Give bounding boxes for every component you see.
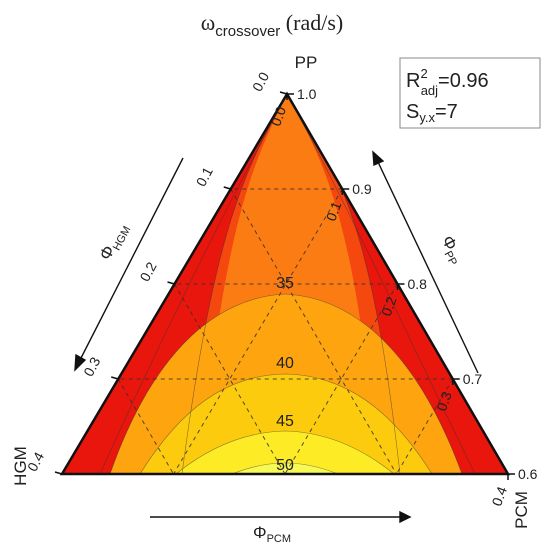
- left-tick-3: [111, 376, 119, 380]
- left-tick-2: [167, 281, 175, 285]
- right-axis-arrowhead: [372, 150, 385, 167]
- grid-lines: [117, 188, 454, 474]
- right-tick-label-4: 0.6: [518, 466, 538, 482]
- bottom-tick-label-3: 0.3: [433, 389, 455, 413]
- contour-line-1: [139, 373, 433, 474]
- bottom-tick-label-2: 0.2: [378, 294, 400, 318]
- grid-pcm-2: [396, 378, 454, 474]
- contour-label-40: 40: [276, 355, 294, 372]
- grid-hgm-0: [230, 188, 397, 474]
- title-units: (rad/s): [280, 10, 343, 35]
- contour-line-3: [231, 462, 339, 474]
- band-4: [140, 374, 432, 474]
- grid-pcm-1: [284, 283, 398, 474]
- corner-label-pcm: PCM: [512, 491, 531, 529]
- right-axis-arrow: [377, 161, 479, 374]
- contour-label-45: 45: [276, 413, 294, 430]
- left-tick-label-0: 0.0: [249, 69, 272, 94]
- left-tick-1: [223, 186, 231, 190]
- right-tick-label-3: 0.7: [463, 371, 483, 387]
- left-tick-4: [54, 471, 63, 475]
- right-tick-label-0: 1.0: [297, 86, 317, 102]
- stats-box: R2 adj=0.96 Sy.x=7: [399, 57, 541, 129]
- bottom-tick-label-0: 0.0: [267, 104, 289, 128]
- right-axis-title: ΦPP: [435, 232, 468, 267]
- contour-label-35: 35: [276, 275, 294, 292]
- right-tick-label-2: 0.8: [408, 276, 428, 292]
- contour-labels: 35 40 45 50: [276, 275, 294, 474]
- left-tick-label-3: 0.3: [80, 354, 103, 379]
- r2-adj-stat: R2 adj=0.96: [406, 66, 489, 98]
- left-axis-arrowhead: [74, 353, 87, 372]
- bottom-tick-label-1: 0.1: [323, 199, 345, 223]
- corner-label-pp: PP: [295, 53, 318, 72]
- left-axis-arrow: [79, 157, 184, 361]
- band-5: [176, 431, 394, 474]
- bottom-tick-label-4: 0.4: [488, 484, 510, 508]
- syx-stat: Sy.x=7: [406, 101, 458, 125]
- left-tick-label-1: 0.1: [193, 164, 216, 189]
- left-axis-title: ΦHGM: [96, 220, 134, 265]
- bottom-axis-arrowhead: [399, 510, 412, 524]
- title-subscript: crossover: [215, 23, 280, 40]
- left-tick-0: [279, 91, 288, 95]
- grid-hgm-2: [117, 378, 174, 474]
- contour-line-7: [286, 94, 476, 474]
- contour-line-0: [109, 293, 463, 474]
- right-tick-label-1: 0.9: [352, 181, 372, 197]
- contour-label-50: 50: [276, 457, 294, 474]
- corner-label-hgm: HGM: [11, 446, 30, 486]
- contour-line-2: [175, 430, 395, 474]
- left-tick-label-2: 0.2: [136, 259, 159, 284]
- chart-title: ωcrossover (rad/s): [201, 10, 343, 40]
- axis-ticks: 0.00.10.20.30.40.00.10.20.30.41.00.90.80…: [24, 69, 538, 508]
- axis-arrows: [74, 150, 479, 524]
- bottom-axis-title: ΦPCM: [253, 523, 291, 545]
- contour-line-6: [99, 94, 288, 474]
